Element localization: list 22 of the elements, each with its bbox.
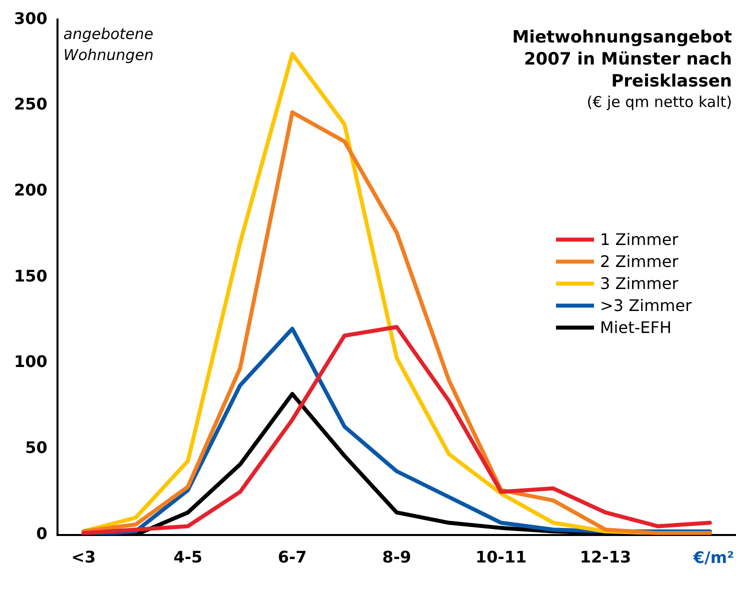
y-axis-title: angebotene Wohnungen bbox=[63, 24, 154, 64]
y-tick-label: 200 bbox=[14, 180, 48, 200]
x-tick-label: 4-5 bbox=[173, 548, 202, 567]
y-tick-label: 300 bbox=[14, 8, 48, 28]
x-tick-label: 8-9 bbox=[382, 548, 412, 567]
legend-label: 1 Zimmer bbox=[600, 230, 679, 249]
y-tick-label: 0 bbox=[36, 524, 48, 543]
legend-label: 3 Zimmer bbox=[600, 274, 679, 293]
legend-label: 2 Zimmer bbox=[600, 252, 679, 271]
x-axis-title: €/m² bbox=[692, 548, 734, 567]
x-tick-label: <3 bbox=[71, 548, 96, 567]
y-tick-label: 50 bbox=[25, 438, 48, 458]
x-tick-label: 12-13 bbox=[580, 548, 632, 567]
text: (€ je qm netto kalt) bbox=[586, 92, 732, 111]
text: Mietwohnungsangebot 2007 in Münster nach Preisklassen bbox=[512, 28, 732, 92]
x-tick-label: 10-11 bbox=[476, 548, 527, 567]
x-tick-label: 6-7 bbox=[278, 548, 307, 567]
y-tick-label: 150 bbox=[14, 266, 48, 286]
y-tick-label: 100 bbox=[14, 352, 48, 372]
y-tick-label: 250 bbox=[14, 94, 48, 114]
legend-label: >3 Zimmer bbox=[600, 296, 692, 315]
legend-label: Miet-EFH bbox=[600, 318, 672, 337]
